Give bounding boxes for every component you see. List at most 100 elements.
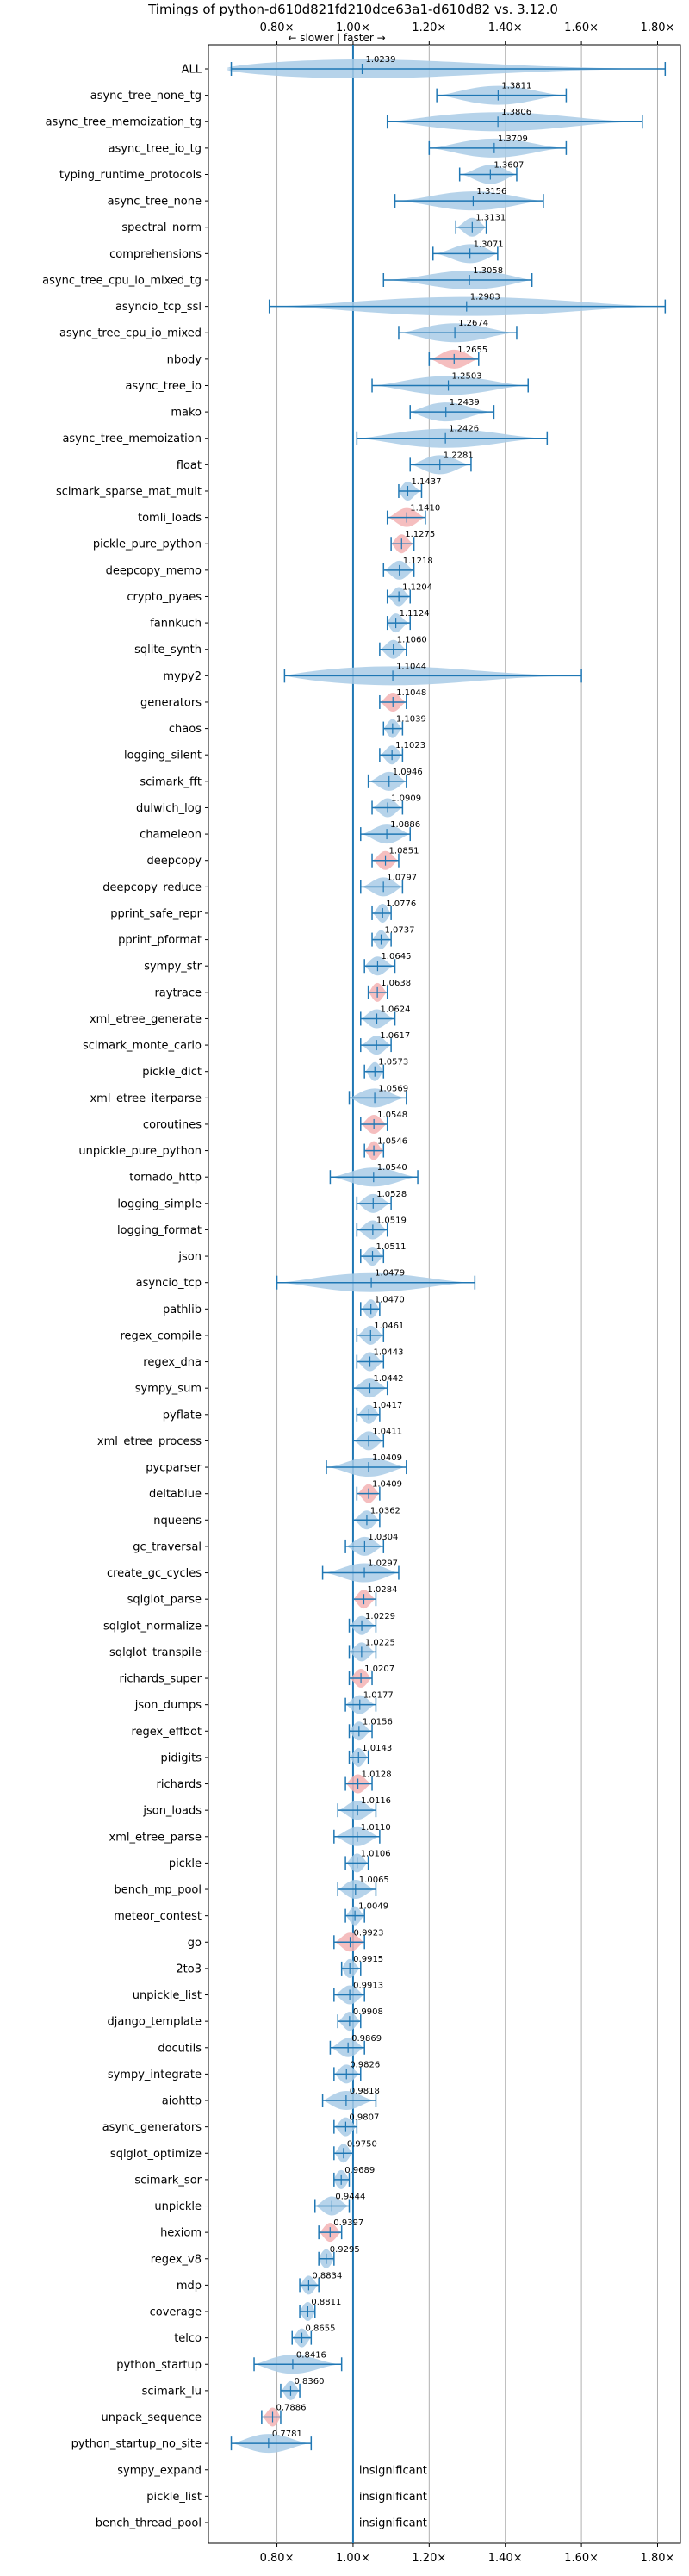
data-label: 1.0110 [361,1823,391,1832]
benchmark-row: python_startup_no_site 0.7781 [71,2430,313,2454]
benchmark-label: comprehensions [109,248,202,261]
benchmark-row: sqlite_synth 1.1060 [134,636,427,659]
benchmark-label: async_tree_cpu_io_mixed [59,327,202,340]
benchmark-row: async_generators 0.9807 [102,2113,379,2137]
benchmark-label: tornado_http [129,1172,202,1185]
benchmark-row: pickle_dict 1.0573 [142,1058,408,1081]
benchmark-row: chameleon 1.0886 [140,820,420,844]
data-label: 0.9908 [353,2007,383,2017]
benchmark-label: chameleon [140,829,202,842]
benchmark-label: sympy_sum [135,1383,202,1396]
data-label: 1.0156 [363,1717,393,1727]
benchmark-row: sqlglot_optimize 0.9750 [110,2139,377,2163]
benchmark-row: deepcopy_memo 1.1218 [106,557,433,580]
bottom-tick-label: 1.40× [488,2552,523,2565]
data-label: 1.1275 [405,530,435,539]
data-label: 0.9869 [351,2034,382,2044]
benchmark-label: sympy_expand [117,2464,202,2477]
data-label: 0.9923 [354,1928,384,1938]
benchmark-label: python_startup [116,2359,202,2372]
data-label: 0.9818 [350,2087,380,2096]
data-label: 1.0304 [368,1533,398,1542]
insignificant-label: insignificant [359,2517,427,2530]
data-label: 1.0065 [359,1876,389,1885]
benchmark-row: richards 1.0128 [157,1770,392,1794]
data-label: 1.1410 [410,504,440,513]
benchmark-label: bench_thread_pool [96,2517,202,2530]
data-label: 1.3156 [476,187,506,196]
benchmark-row: regex_effbot 1.0156 [131,1717,393,1741]
benchmark-row: richards_super 1.0207 [119,1664,394,1689]
benchmark-row: pprint_safe_repr 1.0776 [110,899,416,923]
data-label: 1.0409 [372,1480,402,1490]
data-label: 1.2983 [470,293,500,302]
benchmark-row: meteor_contest 1.0049 [114,1902,388,1926]
benchmark-row: fannkuch 1.1124 [150,609,430,633]
benchmark-row: go 0.9923 [188,1928,384,1952]
benchmark-row: sqlglot_transpile 1.0225 [109,1638,395,1662]
benchmark-label: tomli_loads [138,512,202,525]
benchmark-row: asyncio_tcp_ssl 1.2983 [115,293,667,316]
benchmark-label: scimark_fft [140,775,202,788]
top-tick-label: 1.40× [488,22,523,34]
benchmark-label: sqlglot_optimize [110,2148,202,2161]
benchmark-row: pyflate 1.0417 [163,1401,402,1424]
data-label: 1.0797 [387,873,417,882]
data-label: 1.2439 [450,398,480,408]
benchmark-label: mdp [177,2280,202,2293]
benchmark-label: async_tree_cpu_io_mixed_tg [42,274,202,287]
data-label: 1.1437 [411,477,441,487]
benchmark-row: telco 0.8655 [174,2324,335,2348]
benchmark-label: generators [140,696,202,709]
benchmark-row: unpickle_list 0.9913 [133,1982,383,2005]
benchmark-row: unpickle_pure_python 1.0546 [78,1137,407,1160]
data-label: 1.1023 [395,741,425,750]
insignificant-label: insignificant [359,2491,427,2504]
benchmark-row: nqueens 1.0362 [153,1506,400,1530]
benchmark-label: mypy2 [163,670,202,683]
benchmark-label: aiohttp [162,2095,202,2108]
data-label: 1.0207 [364,1664,394,1674]
data-label: 1.0461 [374,1322,404,1331]
benchmark-row: mypy2 1.1044 [163,662,582,686]
benchmark-label: deepcopy_reduce [102,881,202,894]
benchmark-label: richards_super [119,1673,202,1686]
data-label: 1.0417 [372,1401,402,1410]
data-label: 1.1218 [403,557,433,566]
data-label: 1.0851 [389,847,419,856]
benchmark-label: sympy_integrate [108,2069,202,2081]
benchmark-label: pickle_list [146,2491,202,2504]
benchmark-row: async_tree_cpu_io_mixed_tg 1.3058 [42,266,533,289]
benchmark-row: deepcopy_reduce 1.0797 [102,873,417,897]
benchmark-row: async_tree_memoization_tg 1.3806 [46,108,643,132]
benchmark-row: scimark_sparse_mat_mult 1.1437 [56,477,441,501]
benchmark-label: scimark_sparse_mat_mult [56,485,202,498]
data-label: 0.8834 [312,2271,342,2280]
data-label: 1.0177 [363,1691,394,1701]
top-tick-label: 1.60× [564,22,599,34]
benchmark-row: xml_etree_process 1.0411 [97,1427,402,1451]
benchmark-label: sqlglot_normalize [103,1620,202,1633]
data-label: 1.2674 [458,319,488,328]
benchmark-row: hexiom 0.9397 [160,2218,363,2243]
data-label: 1.1124 [400,609,430,619]
benchmark-label: raytrace [154,986,202,999]
benchmark-row: mdp 0.8834 [177,2271,342,2295]
benchmark-row: async_tree_memoization 1.2426 [62,425,549,448]
data-label: 1.0225 [365,1638,395,1647]
benchmark-label: telco [174,2332,202,2345]
data-label: 1.0443 [374,1348,404,1358]
benchmark-row: pycparser 1.0409 [146,1453,407,1478]
data-label: 0.9807 [349,2113,379,2123]
data-label: 1.2426 [449,425,479,434]
data-label: 0.9689 [344,2166,375,2175]
benchmark-row: sympy_integrate 0.9826 [108,2060,380,2084]
chart-title: Timings of python-d610d821fd210dce63a1-d… [147,2,558,17]
benchmark-row: float 1.2281 [177,451,474,475]
benchmark-label: xml_etree_parse [109,1831,202,1844]
benchmark-label: json_loads [142,1805,202,1818]
benchmark-row: bench_thread_pool insignificant [96,2517,427,2530]
data-label: 1.0297 [368,1559,398,1569]
benchmark-label: async_generators [102,2121,202,2134]
data-label: 1.3071 [474,240,504,249]
